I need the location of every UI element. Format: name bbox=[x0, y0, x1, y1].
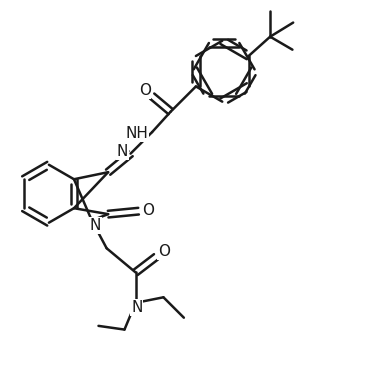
Text: O: O bbox=[158, 244, 170, 259]
Text: N: N bbox=[90, 218, 101, 233]
Text: O: O bbox=[142, 203, 154, 218]
Text: NH: NH bbox=[125, 126, 148, 141]
Text: N: N bbox=[117, 144, 128, 159]
Text: N: N bbox=[131, 300, 142, 315]
Text: O: O bbox=[139, 83, 151, 98]
